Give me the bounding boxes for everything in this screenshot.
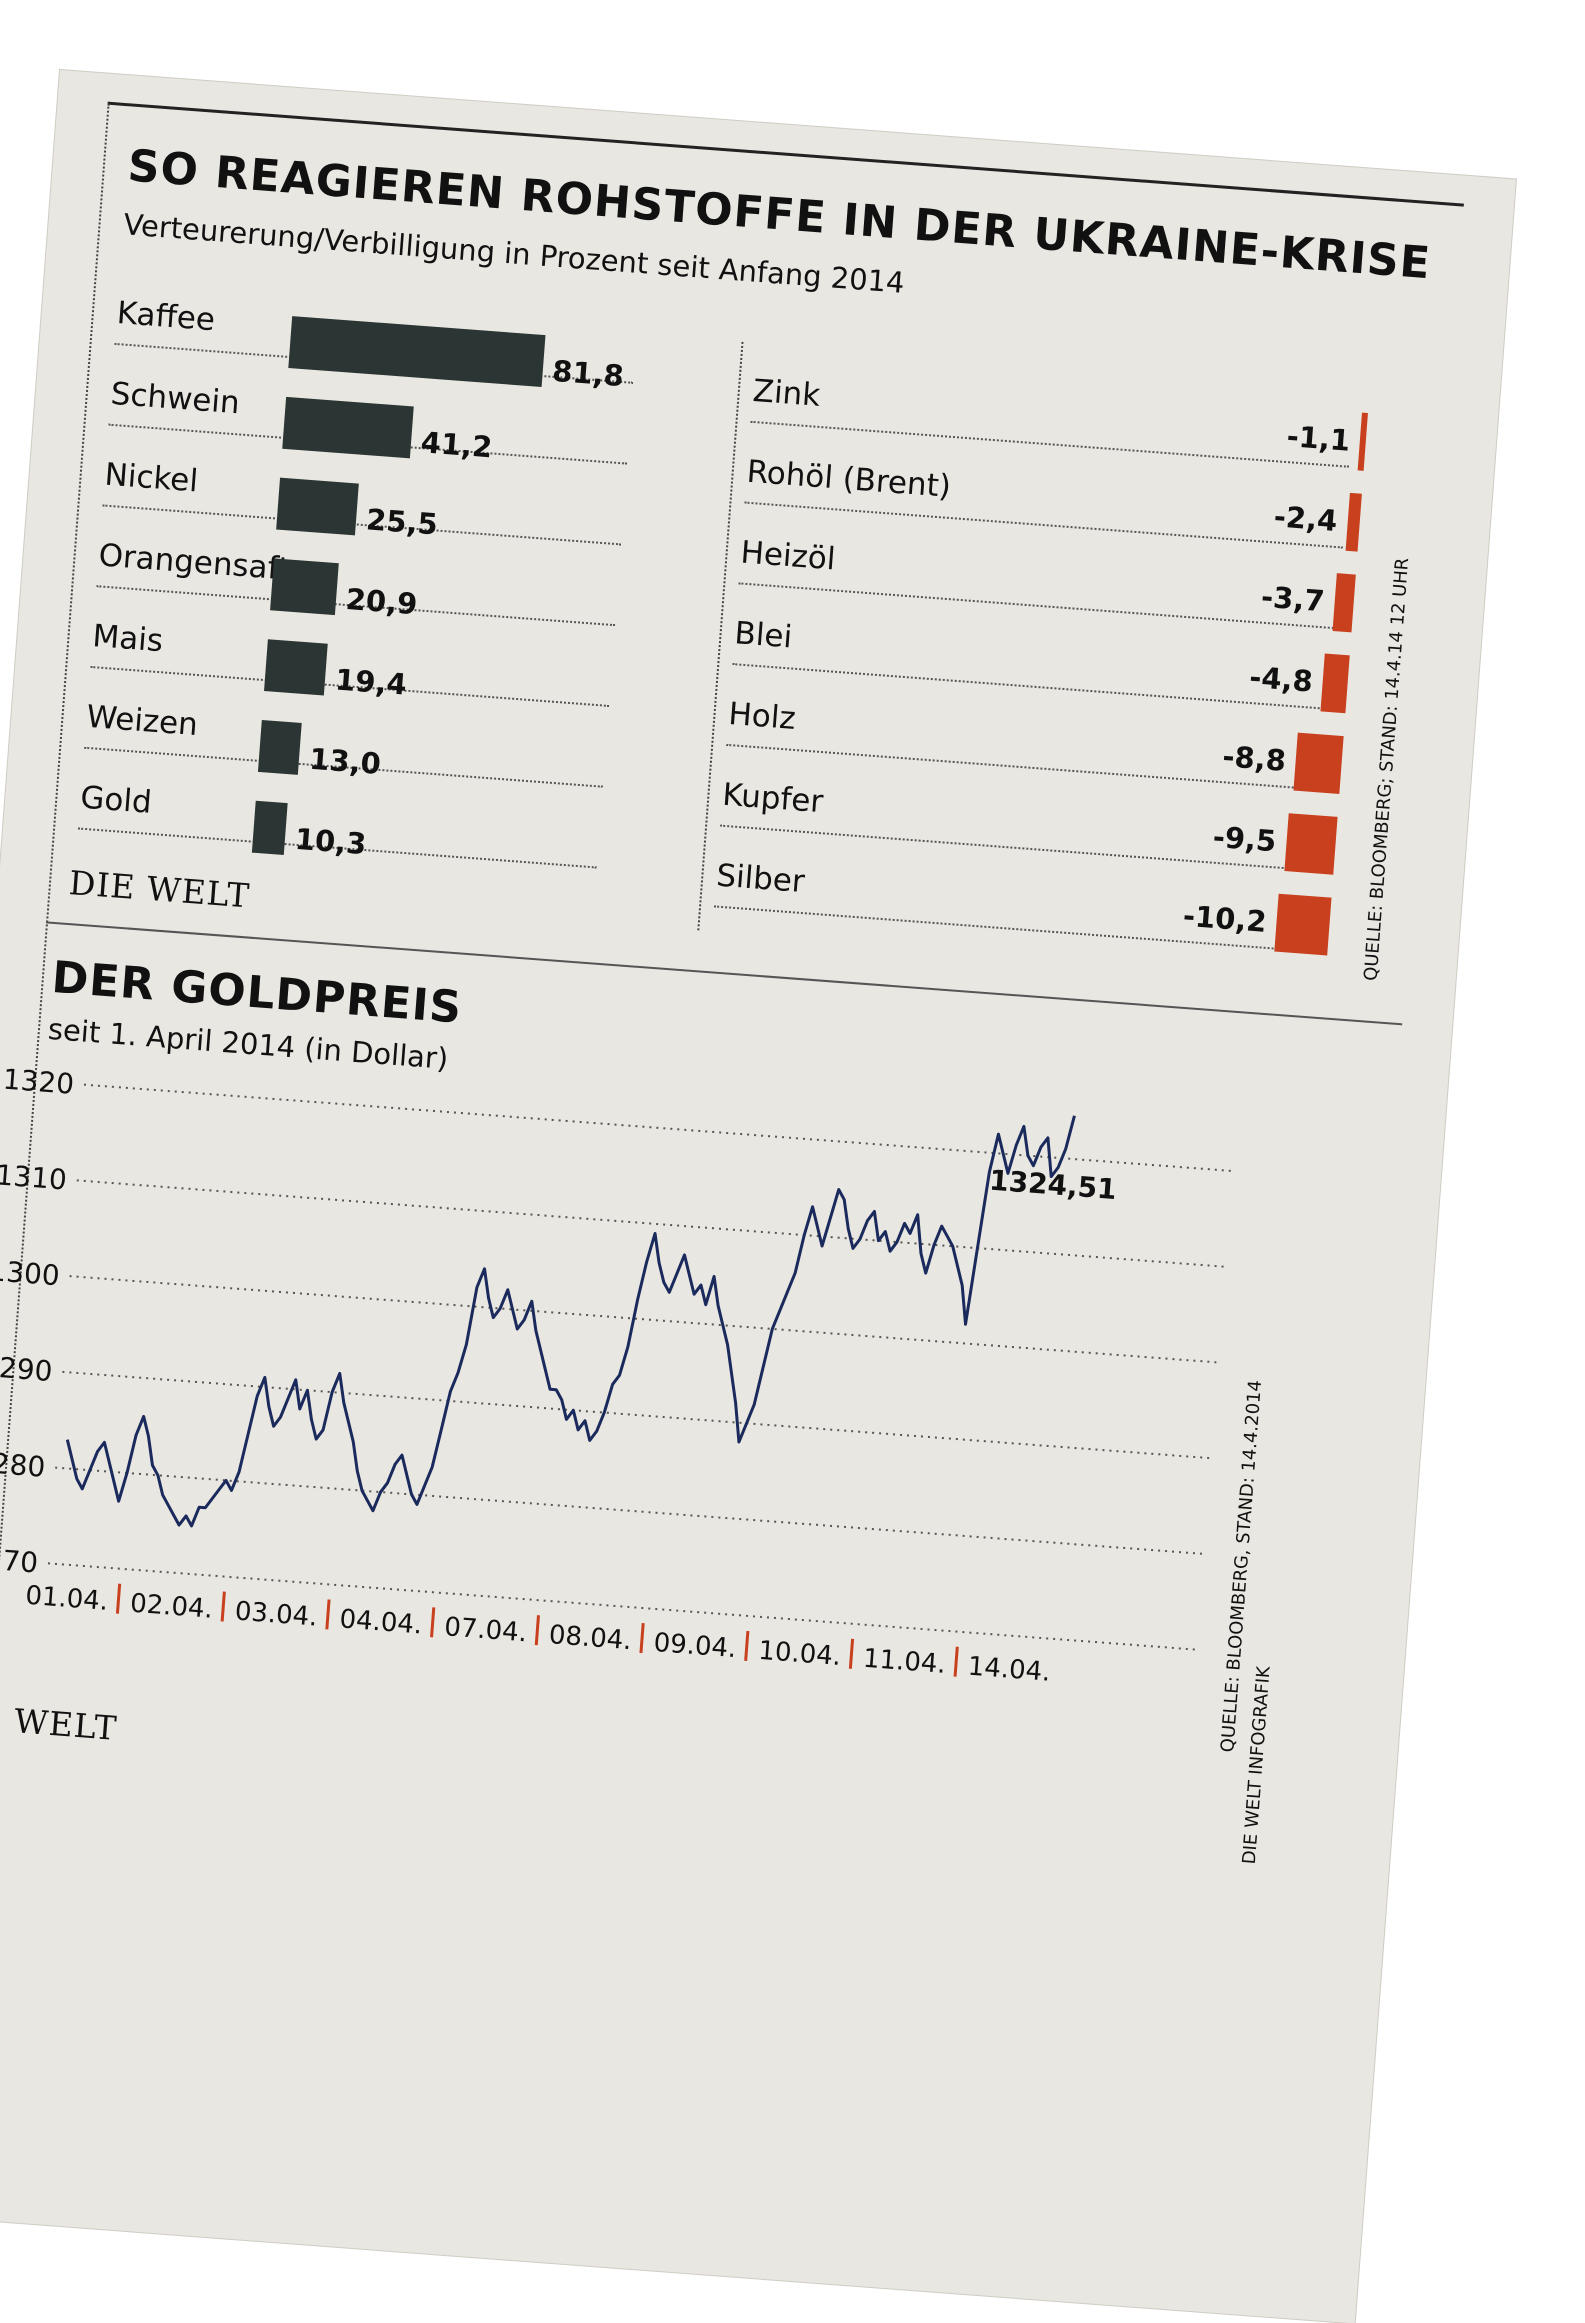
value-label-6: 10,3 bbox=[293, 821, 368, 862]
die-welt-logo-text: DIE WELT bbox=[67, 863, 252, 916]
y-tick-label-1: 1310 bbox=[0, 1158, 68, 1196]
x-label-2: 03.04. bbox=[234, 1596, 319, 1632]
value-label-9: -3,7 bbox=[1259, 579, 1326, 619]
value-label-10: -4,8 bbox=[1248, 659, 1314, 699]
gold-price-line bbox=[65, 1115, 1076, 1528]
category-label-3: Orangensaft bbox=[97, 537, 292, 588]
x-label-3: 04.04. bbox=[338, 1604, 423, 1640]
category-label-10: Blei bbox=[733, 615, 794, 656]
bar-11 bbox=[1293, 732, 1344, 794]
bar-0 bbox=[288, 316, 546, 387]
y-tick-label-2: 1300 bbox=[0, 1254, 61, 1292]
x-tick-9 bbox=[953, 1646, 959, 1677]
category-label-1: Schwein bbox=[109, 375, 241, 422]
bar-4 bbox=[264, 639, 328, 696]
category-label-0: Kaffee bbox=[115, 295, 217, 339]
bar-6 bbox=[251, 800, 288, 855]
category-label-6: Gold bbox=[79, 779, 153, 821]
value-label-1: 41,2 bbox=[419, 425, 494, 465]
row-dotline bbox=[102, 504, 622, 546]
gridline-5 bbox=[47, 1562, 1195, 1651]
bar-5 bbox=[257, 719, 303, 775]
x-label-5: 08.04. bbox=[548, 1620, 633, 1656]
value-label-0: 81,8 bbox=[551, 353, 626, 394]
gridline-2 bbox=[69, 1275, 1217, 1364]
x-label-6: 09.04. bbox=[653, 1628, 738, 1664]
gridline-3 bbox=[62, 1370, 1210, 1460]
x-label-4: 07.04. bbox=[443, 1612, 528, 1648]
x-label-0: 01.04. bbox=[24, 1581, 109, 1617]
die-welt-logo: DIE WELT bbox=[68, 863, 252, 915]
value-label-12: -9,5 bbox=[1211, 819, 1278, 859]
x-tick-8 bbox=[848, 1638, 855, 1669]
value-label-2: 25,5 bbox=[364, 502, 439, 542]
gridline-4 bbox=[55, 1466, 1203, 1555]
bar-12 bbox=[1283, 813, 1338, 875]
gridline-1 bbox=[76, 1179, 1224, 1268]
x-label-1: 02.04. bbox=[129, 1589, 214, 1625]
category-label-13: Silber bbox=[715, 857, 806, 901]
bar-13 bbox=[1274, 893, 1332, 956]
category-label-7: Zink bbox=[751, 372, 822, 414]
x-tick-1 bbox=[115, 1583, 122, 1614]
x-tick-4 bbox=[430, 1607, 436, 1638]
gold-line-chart: 1320 1310 1300 1290 1280 1270 1324,51 01.04. 02.… bbox=[0, 1063, 1231, 1688]
category-label-9: Heizöl bbox=[739, 534, 837, 578]
newspaper-clipping: SO REAGIEREN ROHSTOFFE IN DER UKRAINE-KR… bbox=[0, 70, 1516, 2323]
x-label-7: 10.04. bbox=[757, 1636, 842, 1672]
category-label-4: Mais bbox=[91, 618, 165, 660]
bar-1 bbox=[282, 396, 414, 459]
y-tick-label-4: 1280 bbox=[0, 1446, 46, 1484]
last-value-label: 1324,51 bbox=[988, 1164, 1118, 1206]
category-label-2: Nickel bbox=[103, 456, 200, 500]
category-label-5: Weizen bbox=[85, 698, 200, 744]
value-label-11: -8,8 bbox=[1221, 739, 1288, 778]
die-welt-logo-bottom-text: DIE WELT bbox=[0, 1695, 119, 1748]
x-tick-5 bbox=[534, 1615, 540, 1646]
bar-7 bbox=[1357, 412, 1368, 471]
x-tick-7 bbox=[744, 1630, 750, 1661]
y-tick-label-0: 1320 bbox=[2, 1063, 76, 1101]
x-tick-6 bbox=[639, 1622, 645, 1654]
category-label-12: Kupfer bbox=[721, 776, 825, 821]
x-label-8: 11.04. bbox=[862, 1644, 947, 1680]
bar-2 bbox=[276, 477, 359, 536]
value-label-8: -2,4 bbox=[1272, 499, 1339, 538]
value-label-4: 19,4 bbox=[333, 662, 408, 702]
x-label-9: 14.04. bbox=[967, 1652, 1052, 1688]
category-label-8: Rohöl (Brent) bbox=[745, 453, 953, 505]
value-label-7: -1,1 bbox=[1285, 419, 1352, 458]
category-label-11: Holz bbox=[727, 695, 797, 737]
x-tick-2 bbox=[220, 1591, 226, 1622]
bar-3 bbox=[270, 558, 339, 616]
gridline-0 bbox=[83, 1083, 1231, 1172]
y-tick-label-3: 1290 bbox=[0, 1350, 54, 1388]
value-label-3: 20,9 bbox=[344, 581, 419, 622]
x-tick-3 bbox=[325, 1599, 331, 1630]
commodity-source: QUELLE: BLOOMBERG; STAND: 14.4.14 12 UHR bbox=[1360, 557, 1414, 982]
bar-9 bbox=[1332, 573, 1356, 633]
bar-8 bbox=[1345, 492, 1362, 552]
value-label-13: -10,2 bbox=[1181, 898, 1268, 939]
die-welt-logo-bottom: DIE WELT bbox=[0, 1695, 119, 1747]
value-label-5: 13,0 bbox=[308, 741, 383, 781]
bar-10 bbox=[1320, 653, 1350, 714]
y-tick-label-5: 1270 bbox=[0, 1541, 39, 1579]
